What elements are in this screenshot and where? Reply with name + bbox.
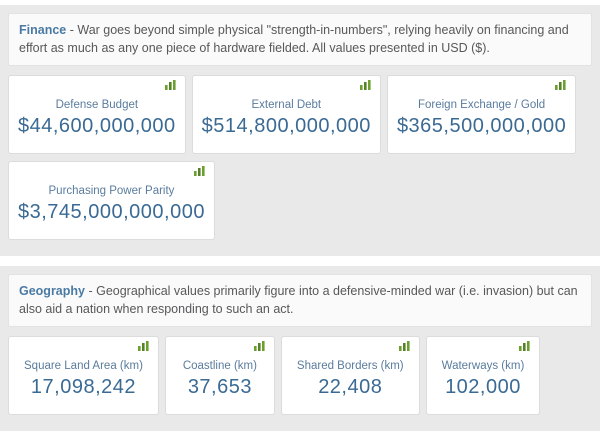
stat-card-foreign-exchange-gold: Foreign Exchange / Gold $365,500,000,000 [386, 75, 577, 154]
page: Finance - War goes beyond simple physica… [0, 5, 600, 431]
finance-description-box: Finance - War goes beyond simple physica… [8, 13, 592, 66]
stat-card-square-land-area: Square Land Area (km) 17,098,242 [8, 336, 159, 415]
card-icon-row [175, 341, 265, 353]
stat-value: 17,098,242 [30, 376, 136, 398]
stat-value: 37,653 [187, 376, 252, 398]
stat-label: Waterways (km) [441, 360, 525, 372]
stat-label: Shared Borders (km) [296, 360, 404, 372]
finance-cards: Defense Budget $44,600,000,000 External … [8, 75, 592, 247]
stat-label: Square Land Area (km) [24, 360, 143, 372]
card-icon-row [18, 341, 149, 353]
card-icon-row [436, 341, 531, 353]
stat-card-purchasing-power-parity: Purchasing Power Parity $3,745,000,000,0… [8, 161, 215, 240]
card-icon-row [18, 80, 176, 92]
stat-card-shared-borders: Shared Borders (km) 22,408 [280, 336, 420, 415]
stat-label: Foreign Exchange / Gold [417, 99, 546, 111]
stat-card-waterways: Waterways (km) 102,000 [425, 336, 541, 415]
finance-description-text: - War goes beyond simple physical "stren… [19, 23, 569, 55]
geography-cards: Square Land Area (km) 17,098,242 Coastli… [8, 336, 592, 422]
geography-description-box: Geography - Geographical values primaril… [8, 274, 592, 327]
card-icon-row [18, 166, 205, 178]
geography-heading: Geography [19, 284, 85, 298]
card-icon-row [291, 341, 410, 353]
card-icon-row [397, 80, 566, 92]
finance-section: Finance - War goes beyond simple physica… [0, 5, 600, 256]
stat-card-coastline: Coastline (km) 37,653 [164, 336, 275, 415]
stat-label: External Debt [251, 99, 322, 111]
stat-value: $44,600,000,000 [18, 115, 176, 137]
stat-value: 22,408 [318, 376, 383, 398]
geography-description-text: - Geographical values primarily figure i… [19, 284, 578, 316]
stat-label: Coastline (km) [182, 360, 257, 372]
stat-label: Purchasing Power Parity [48, 185, 175, 197]
geography-section: Geography - Geographical values primaril… [0, 266, 600, 431]
stat-value: $514,800,000,000 [201, 115, 371, 137]
card-icon-row [202, 80, 371, 92]
stat-value: $365,500,000,000 [396, 115, 567, 137]
stat-card-external-debt: External Debt $514,800,000,000 [191, 75, 381, 154]
stat-value: 102,000 [445, 376, 521, 398]
stat-card-defense-budget: Defense Budget $44,600,000,000 [8, 75, 186, 154]
finance-heading: Finance [19, 23, 67, 37]
stat-value: $3,745,000,000,000 [18, 201, 205, 223]
stat-label: Defense Budget [55, 99, 139, 111]
